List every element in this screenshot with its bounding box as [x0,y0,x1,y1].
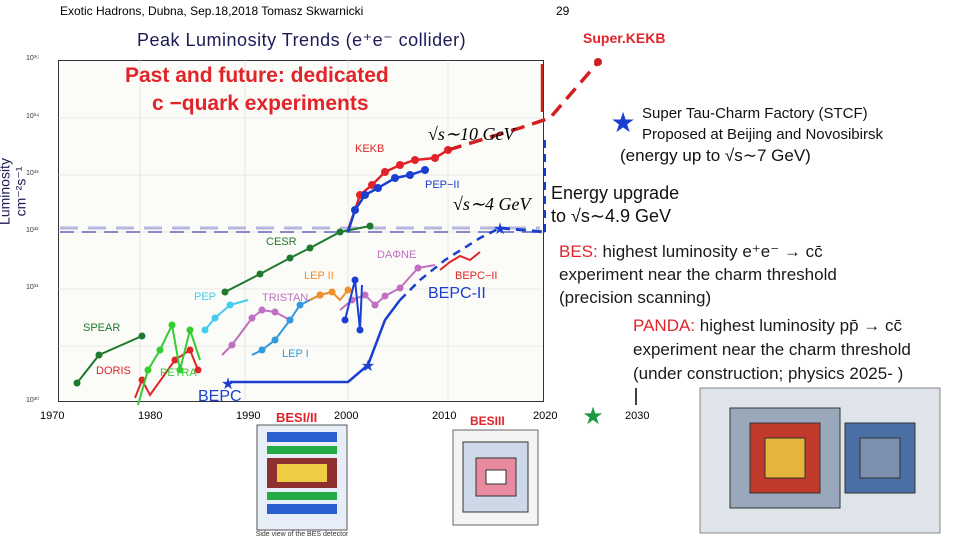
bes-line1: BES: highest luminosity e⁺e⁻ → cc̄ [559,242,823,262]
label-kekb: KEKB [355,143,385,155]
stcf-line1: Super Tau-Charm Factory (STCF) [642,105,868,122]
label-besiii: BESIII [470,414,505,428]
upgrade-line2: to √s∼4.9 GeV [551,206,672,226]
bes-line1-text: highest luminosity e⁺e⁻ → cc̄ [597,242,823,261]
x-tick-label: 1980 [138,410,163,422]
y-tick-label: 10³⁵ [26,55,40,62]
label-pep: PEP [194,291,217,303]
y-tick-label: 10³² [26,227,39,234]
x-tick-label: 1970 [40,410,65,422]
series-cesr [224,225,371,293]
bepc-star-icon-2: ★ [361,358,375,375]
bepc-projection [399,226,501,301]
bes-line3: (precision scanning) [559,288,712,307]
upgrade-line1: Energy upgrade [551,183,680,203]
label-tristan: TRISTAN [262,292,309,304]
panda-line3: (under construction; physics 2025- ) [633,364,904,383]
series-bepc [230,299,401,384]
bepc-star-icon: ★ [221,376,235,393]
label-cesr: CESR [266,236,297,248]
y-tick-label: 10³⁰ [26,397,39,404]
series-pep [204,299,249,331]
superkekb-label: Super.KEKB [583,30,666,46]
page-number: 29 [556,4,570,18]
panda-line1: PANDA: highest luminosity pp̄ → cc̄ [633,316,902,336]
svg-text:Side view of the BES detector: Side view of the BES detector [256,531,349,538]
plot-title: Peak Luminosity Trends (e⁺e⁻ collider) [137,30,467,50]
series-bepc2-small [439,251,481,271]
besi-detector-image: Side view of the BES detector [256,424,349,538]
energy-label-10gev: √s∼10 GeV [428,124,515,144]
panda-name: PANDA: [633,316,696,335]
label-daphne: DAΦNE [377,249,417,261]
x-tick-label: 2010 [432,410,457,422]
superkekb-projection [447,58,602,152]
series-daphne [339,264,436,311]
label-doris: DORIS [96,365,131,377]
superkekb-marker [594,58,602,66]
label-spear: SPEAR [83,322,121,334]
bes-name: BES: [559,242,598,261]
x-tick-label: 2000 [334,410,359,422]
panda-line2: experiment near the charm threshold [633,340,911,359]
bepc2-star-icon: ★ [493,221,507,238]
label-lep1: LEP I [282,348,309,360]
label-bepc2-small: BEPC−II [455,270,498,282]
y-tick-label: 10³¹ [26,284,39,291]
x-tick-label: 1990 [236,410,261,422]
panda-star-icon: ★ [582,403,604,430]
series-pep2 [346,168,426,233]
series-petra [137,321,201,406]
label-pep2: PEP−II [425,179,460,191]
x-tick-label: 2020 [533,410,558,422]
stcf-star-icon: ★ [610,107,635,138]
bes-line2: experiment near the charm threshold [559,265,837,284]
label-petra: PETRA [160,367,197,379]
besiii-detector-image [452,429,539,526]
label-besi-ii: BESI/II [276,410,318,425]
stcf-line2: Proposed at Beijing and Novosibirsk [642,126,883,143]
label-bepc: BEPC [198,388,242,405]
bepc2-upgrade-line [499,226,546,234]
panda-detector-image [699,387,941,534]
panda-line1-text: highest luminosity pp̄ → cc̄ [695,316,902,335]
gridlines [58,60,542,400]
y-tick-label: 10³³ [26,170,39,177]
label-lep2: LEP II [304,270,334,282]
stcf-line3: (energy up to √s∼7 GeV) [620,146,811,165]
x-tick-label: 2030 [625,410,650,422]
energy-label-4gev: √s∼4 GeV [453,194,531,214]
overlay-title-line2: c −quark experiments [152,92,369,115]
label-bepc2: BEPC-II [428,285,486,302]
slide-footer-text: Exotic Hadrons, Dubna, Sep.18,2018 Tomas… [60,4,364,18]
y-tick-label: 10³⁴ [26,113,40,120]
overlay-title-line1: Past and future: dedicated [125,64,389,87]
